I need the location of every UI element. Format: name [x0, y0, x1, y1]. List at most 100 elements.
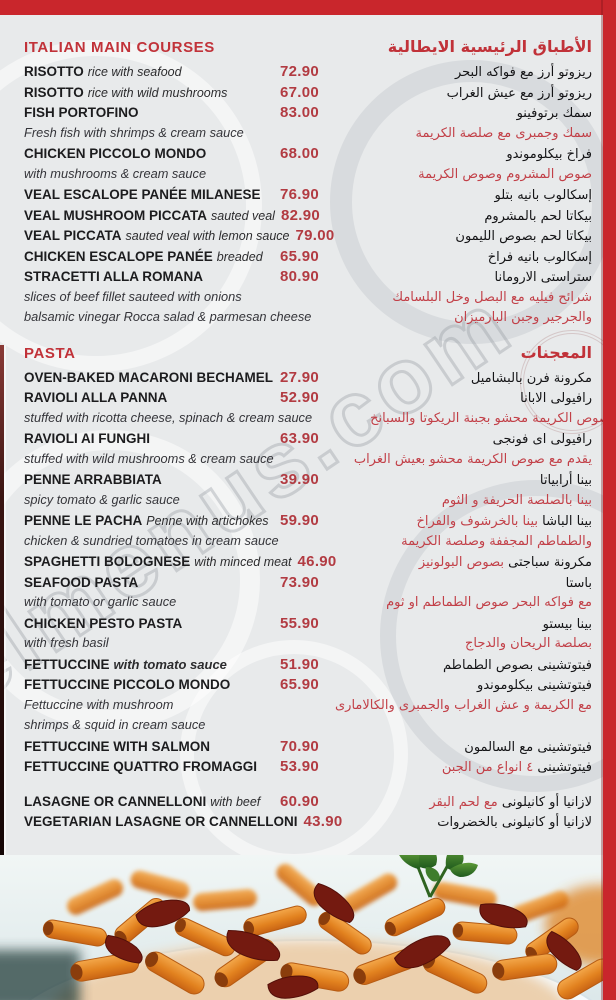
item-price: 39.90	[280, 471, 320, 488]
item-name: VEGETARIAN LASAGNE OR CANNELLONI	[24, 814, 298, 829]
item-description-en: shrimps & squid in cream sauce	[24, 717, 206, 732]
menu-item-row: RISOTTO rice with wild mushrooms 67.00 ريزو…	[24, 84, 592, 105]
menu-item-desc-row: stuffed with wild mushrooms & cream sauc…	[24, 451, 592, 472]
item-name: VEAL MUSHROOM PICCATA sauted veal	[24, 207, 275, 223]
right-red-strip	[601, 0, 616, 1000]
item-price: 72.90	[280, 63, 320, 80]
menu-item-row: CHICKEN PESTO PASTA 55.90 بينا بيستو	[24, 615, 592, 636]
item-name: FETTUCCINE QUATTRO FROMAGGI	[24, 759, 257, 774]
item-name: PENNE LE PACHA Penne with artichokes	[24, 513, 269, 528]
section-gap	[24, 779, 592, 793]
menu-item-desc-row: spicy tomato & garlic sauce بينا بالصلصة …	[24, 492, 592, 513]
menu-item-row: VEAL PICCATA sauted veal with lemon sauce…	[24, 227, 592, 248]
menu-item-desc-row: stuffed with ricotta cheese, spinach & c…	[24, 409, 616, 431]
item-description-en: stuffed with wild mushrooms & cream sauc…	[24, 450, 274, 466]
item-name: SPAGHETTI BOLOGNESE with minced meat	[24, 554, 292, 569]
menu-item-desc-row: with fresh basil بصلصة الريحان والدجاج	[24, 635, 592, 656]
section-title-ar: الأطباق الرئيسية الايطالية	[387, 37, 592, 56]
menu-item-row: VEAL ESCALOPE PANÉE MILANESE 76.90 إسكالوب…	[24, 186, 592, 207]
section-title-en: ITALIAN MAIN COURSES	[24, 39, 215, 56]
item-description-en: chicken & sundried tomatoes in cream sau…	[24, 532, 279, 548]
menu-item-row: RAVIOLI AI FUNGHI 63.90 رافيولى اى فونجى	[24, 430, 592, 451]
item-arabic: باستا	[565, 575, 592, 591]
menu-item-row: PENNE ARRABBIATA 39.90 بينا أرابياتا	[24, 471, 592, 492]
item-arabic: رافيولى اى فونجى	[492, 432, 592, 447]
section-header: ITALIAN MAIN COURSES الأطباق الرئيسية ال…	[24, 37, 592, 63]
menu-item-desc-row: slices of beef fillet sauteed with onion…	[24, 289, 592, 310]
menu-item-desc-row: chicken & sundried tomatoes in cream sau…	[24, 533, 592, 554]
item-arabic: يقدم مع صوص الكريمة محشو بعيش الغراب	[353, 451, 592, 467]
item-arabic: مع فواكه البحر صوص الطماطم او ثوم	[386, 595, 592, 610]
item-description-en: spicy tomato & garlic sauce	[24, 491, 180, 507]
item-name: VEAL ESCALOPE PANÉE MILANESE	[24, 187, 261, 202]
page-edge-shadow	[0, 345, 6, 855]
item-arabic: بيكاتا لحم بالمشروم	[484, 208, 592, 224]
item-arabic: والجرجير وجبن البارميزان	[454, 310, 592, 325]
item-arabic: بصلصة الريحان والدجاج	[464, 636, 592, 651]
item-arabic: والطماطم المجففة وصلصة الكريمة	[401, 533, 592, 549]
menu-item-desc-row: with tomato or garlic sauce مع فواكه البح…	[24, 594, 592, 615]
item-description-en: with tomato or garlic sauce	[24, 594, 177, 609]
item-name: CHICKEN ESCALOPE PANÉE breaded	[24, 248, 263, 264]
item-name: FETTUCCINE WITH SALMON	[24, 738, 210, 754]
item-description-en: stuffed with ricotta cheese, spinach & c…	[24, 409, 313, 425]
menu-item-row: RISOTTO rice with seafood 72.90 ريزوتو أرز …	[24, 63, 592, 84]
menu-item-row: VEAL MUSHROOM PICCATA sauted veal 82.90 بيك…	[24, 207, 592, 228]
menu-item-row: PENNE LE PACHA Penne with artichokes 59.90…	[24, 512, 592, 533]
item-price: 59.90	[280, 512, 320, 529]
menu-item-desc-row: Fettuccine with mushroom مع الكريمة و عش …	[24, 697, 592, 718]
item-arabic: رافيولى الابانا	[520, 391, 592, 406]
item-description-en: balsamic vinegar Rocca salad & parmesan …	[24, 309, 312, 324]
menu-item-desc-row: Fresh fish with shrimps & cream sauce سمك…	[24, 125, 592, 146]
item-price: 65.90	[280, 247, 320, 265]
pasta-photo	[0, 855, 616, 1000]
item-price: 46.90	[297, 553, 337, 570]
item-description-en: Fresh fish with shrimps & cream sauce	[24, 124, 244, 140]
item-arabic: بينا أرابياتا	[539, 473, 592, 488]
item-name: FETTUCCINE PICCOLO MONDO	[24, 677, 231, 692]
menu-item-row: FETTUCCINE WITH SALMON 70.90 فيتوتشينى مع …	[24, 738, 592, 759]
item-name: FISH PORTOFINO	[24, 105, 139, 120]
item-price: 68.00	[280, 145, 320, 162]
menu-item-row: SEAFOOD PASTA 73.90 باستا	[24, 574, 592, 595]
item-arabic: ريزوتو أرز مع عيش الغراب	[446, 85, 592, 101]
item-name: VEAL PICCATA sauted veal with lemon sauce	[24, 228, 290, 243]
section-title-ar: المعجنات	[520, 342, 592, 362]
item-description-en: slices of beef fillet sauteed with onion…	[24, 288, 242, 304]
item-name: PENNE ARRABBIATA	[24, 472, 162, 487]
item-arabic: بيكاتا لحم بصوص الليمون	[455, 229, 592, 244]
item-price: 80.90	[280, 268, 320, 285]
item-price: 43.90	[303, 813, 343, 830]
menu-content: ITALIAN MAIN COURSES الأطباق الرئيسية ال…	[0, 15, 616, 834]
item-price: 79.00	[295, 227, 335, 244]
item-price: 83.00	[280, 104, 320, 121]
item-name: CHICKEN PICCOLO MONDO	[24, 146, 207, 161]
menu-item-row: CHICKEN PICCOLO MONDO 68.00 فراخ بيكلوموند…	[24, 145, 592, 166]
item-name: STRACETTI ALLA ROMANA	[24, 269, 203, 284]
menu-section-pasta: PASTA المعجنات OVEN-BAKED MACARONI BECHA…	[24, 343, 616, 834]
item-arabic: فيتوتشينى بيكلوموندو	[477, 678, 592, 693]
item-arabic: سمك وجمبرى مع صلصة الكريمة	[415, 125, 593, 141]
item-arabic: بينا بيستو	[542, 616, 592, 632]
item-price: 63.90	[280, 430, 320, 447]
menu-item-row: FISH PORTOFINO 83.00 سمك برتوفينو	[24, 104, 592, 125]
item-arabic: لازانيا أو كانيلونى بالخضروات	[437, 815, 592, 830]
item-arabic: بينا الباشا بينا بالخرشوف والفراخ	[416, 514, 593, 529]
top-red-bar	[0, 0, 616, 15]
item-name: SEAFOOD PASTA	[24, 574, 139, 590]
menu-item-row: FETTUCCINE PICCOLO MONDO 65.90 فيتوتشينى ب…	[24, 676, 592, 697]
item-price: 67.00	[280, 83, 320, 101]
section-header: PASTA المعجنات	[24, 343, 592, 369]
menu-item-row: STRACETTI ALLA ROMANA 80.90 ستراستى الاروم…	[24, 268, 592, 289]
item-price: 73.90	[280, 573, 320, 591]
item-name: OVEN-BAKED MACARONI BECHAMEL	[24, 369, 273, 385]
item-arabic: يقدم مع صوص الكريمة محشو بجبنة الريكوتا …	[370, 410, 616, 426]
menu-item-desc-row: balsamic vinegar Rocca salad & parmesan …	[24, 309, 592, 330]
item-price: 60.90	[280, 792, 320, 810]
section-title-en: PASTA	[24, 344, 76, 362]
item-description-en: with fresh basil	[24, 635, 109, 650]
item-arabic: ستراستى الارومانا	[494, 270, 592, 285]
menu-item-row: LASAGNE OR CANNELLONI with beef 60.90 لازان…	[24, 793, 592, 814]
item-arabic: سمك برتوفينو	[516, 106, 592, 121]
menu-item-desc-row: with mushrooms & cream sauce صوص المشروم …	[24, 166, 592, 187]
